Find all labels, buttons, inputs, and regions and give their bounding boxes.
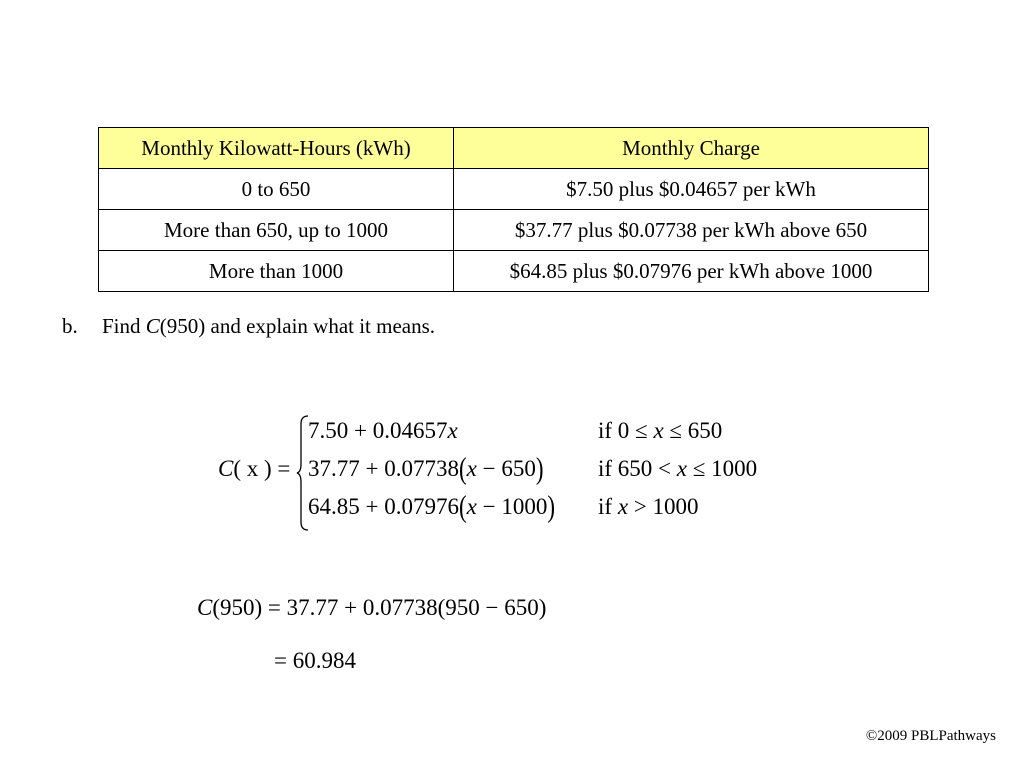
left-brace-icon [296,415,309,531]
table-row: More than 1000 $64.85 plus $0.07976 per … [98,250,929,292]
table-cell-kwh: More than 650, up to 1000 [98,209,454,251]
evaluation-line-1: C(950) = 37.77 + 0.07738(950 − 650) [197,595,547,620]
question-text: b. Find C(950) and explain what it means. [62,314,435,339]
evaluation-line-2: = 60.984 [274,648,356,673]
piecewise-case-3-expression: 64.85 + 0.07976(x − 1000) [308,489,556,524]
table-cell-charge: $64.85 plus $0.07976 per kWh above 1000 [453,250,929,292]
piecewise-case-1-expression: 7.50 + 0.04657x [308,418,458,443]
rate-table: Monthly Kilowatt-Hours (kWh) Monthly Cha… [98,127,929,292]
question-function-name: C [145,314,160,338]
table-cell-charge: $7.50 plus $0.04657 per kWh [453,168,929,210]
question-prefix: Find [102,314,146,338]
piecewise-case-3-condition: if x > 1000 [598,494,699,519]
question-label: b. [62,314,78,338]
question-suffix: (950) and explain what it means. [159,314,436,338]
table-header-row: Monthly Kilowatt-Hours (kWh) Monthly Cha… [98,127,929,169]
table-row: More than 650, up to 1000 $37.77 plus $0… [98,209,929,251]
column-header-kwh: Monthly Kilowatt-Hours (kWh) [98,127,454,169]
piecewise-case-2-condition: if 650 < x ≤ 1000 [598,456,758,481]
table-cell-charge: $37.77 plus $0.07738 per kWh above 650 [453,209,929,251]
piecewise-case-2-expression: 37.77 + 0.07738(x − 650) [308,451,544,486]
table-cell-kwh: 0 to 650 [98,168,454,210]
table-cell-kwh: More than 1000 [98,250,454,292]
piecewise-case-1-condition: if 0 ≤ x ≤ 650 [598,418,723,443]
column-header-charge: Monthly Charge [453,127,929,169]
table-row: 0 to 650 $7.50 plus $0.04657 per kWh [98,168,929,210]
copyright-footer: ©2009 PBLPathways [865,728,996,744]
piecewise-lhs: C( x ) = [218,456,291,481]
